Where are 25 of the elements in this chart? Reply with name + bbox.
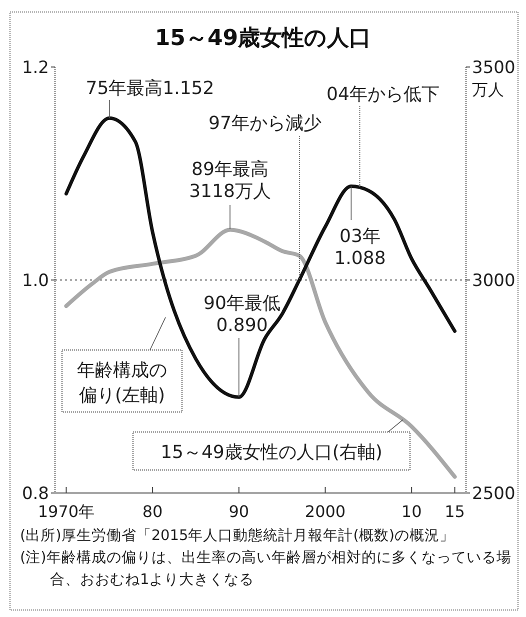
series-label: 15～49歳女性の人口(右軸) [160, 442, 382, 463]
annotation: 90年最低 0.890 [204, 293, 280, 336]
y2-tick-label: 3000 [472, 271, 516, 291]
text: (出所)厚生労働省「2015年人口動態統計月報年計(概数)の概況」 [20, 527, 455, 544]
annotation: 97年から減少 [208, 113, 322, 134]
y2-tick-label: 2500 [472, 484, 516, 504]
line-series [64, 228, 457, 479]
annotation: 89年最高 3118万人 [189, 159, 271, 202]
text: (注)年齢構成の偏りは、出生率の高い年齢層が相対的に多くなっている場合、おおむね1より大きくなる [20, 549, 512, 588]
x-tick-label: 1970年 [38, 502, 95, 521]
x-tick-label: 90 [228, 502, 250, 521]
y-tick-label: 1.2 [22, 58, 49, 78]
y-tick-label: 0.8 [22, 484, 49, 504]
x-tick-label: 15 [444, 502, 465, 521]
y2-tick-label: 3500 [472, 58, 516, 78]
chart-title: 15～49歳女性の人口 [154, 26, 372, 51]
annotation: 03年 1.088 [334, 226, 386, 269]
annotation: 75年最高1.152 [86, 78, 214, 99]
x-tick-label: 80 [142, 502, 163, 521]
series-label: 年齢構成の偏り(左軸) [77, 360, 167, 406]
annotation: 04年から低下 [326, 84, 440, 105]
y2-axis-title: 万人 [472, 80, 504, 99]
x-tick-label: 2000 [304, 502, 346, 521]
y-tick-label: 1.0 [22, 271, 49, 291]
x-tick-label: 10 [401, 502, 422, 521]
